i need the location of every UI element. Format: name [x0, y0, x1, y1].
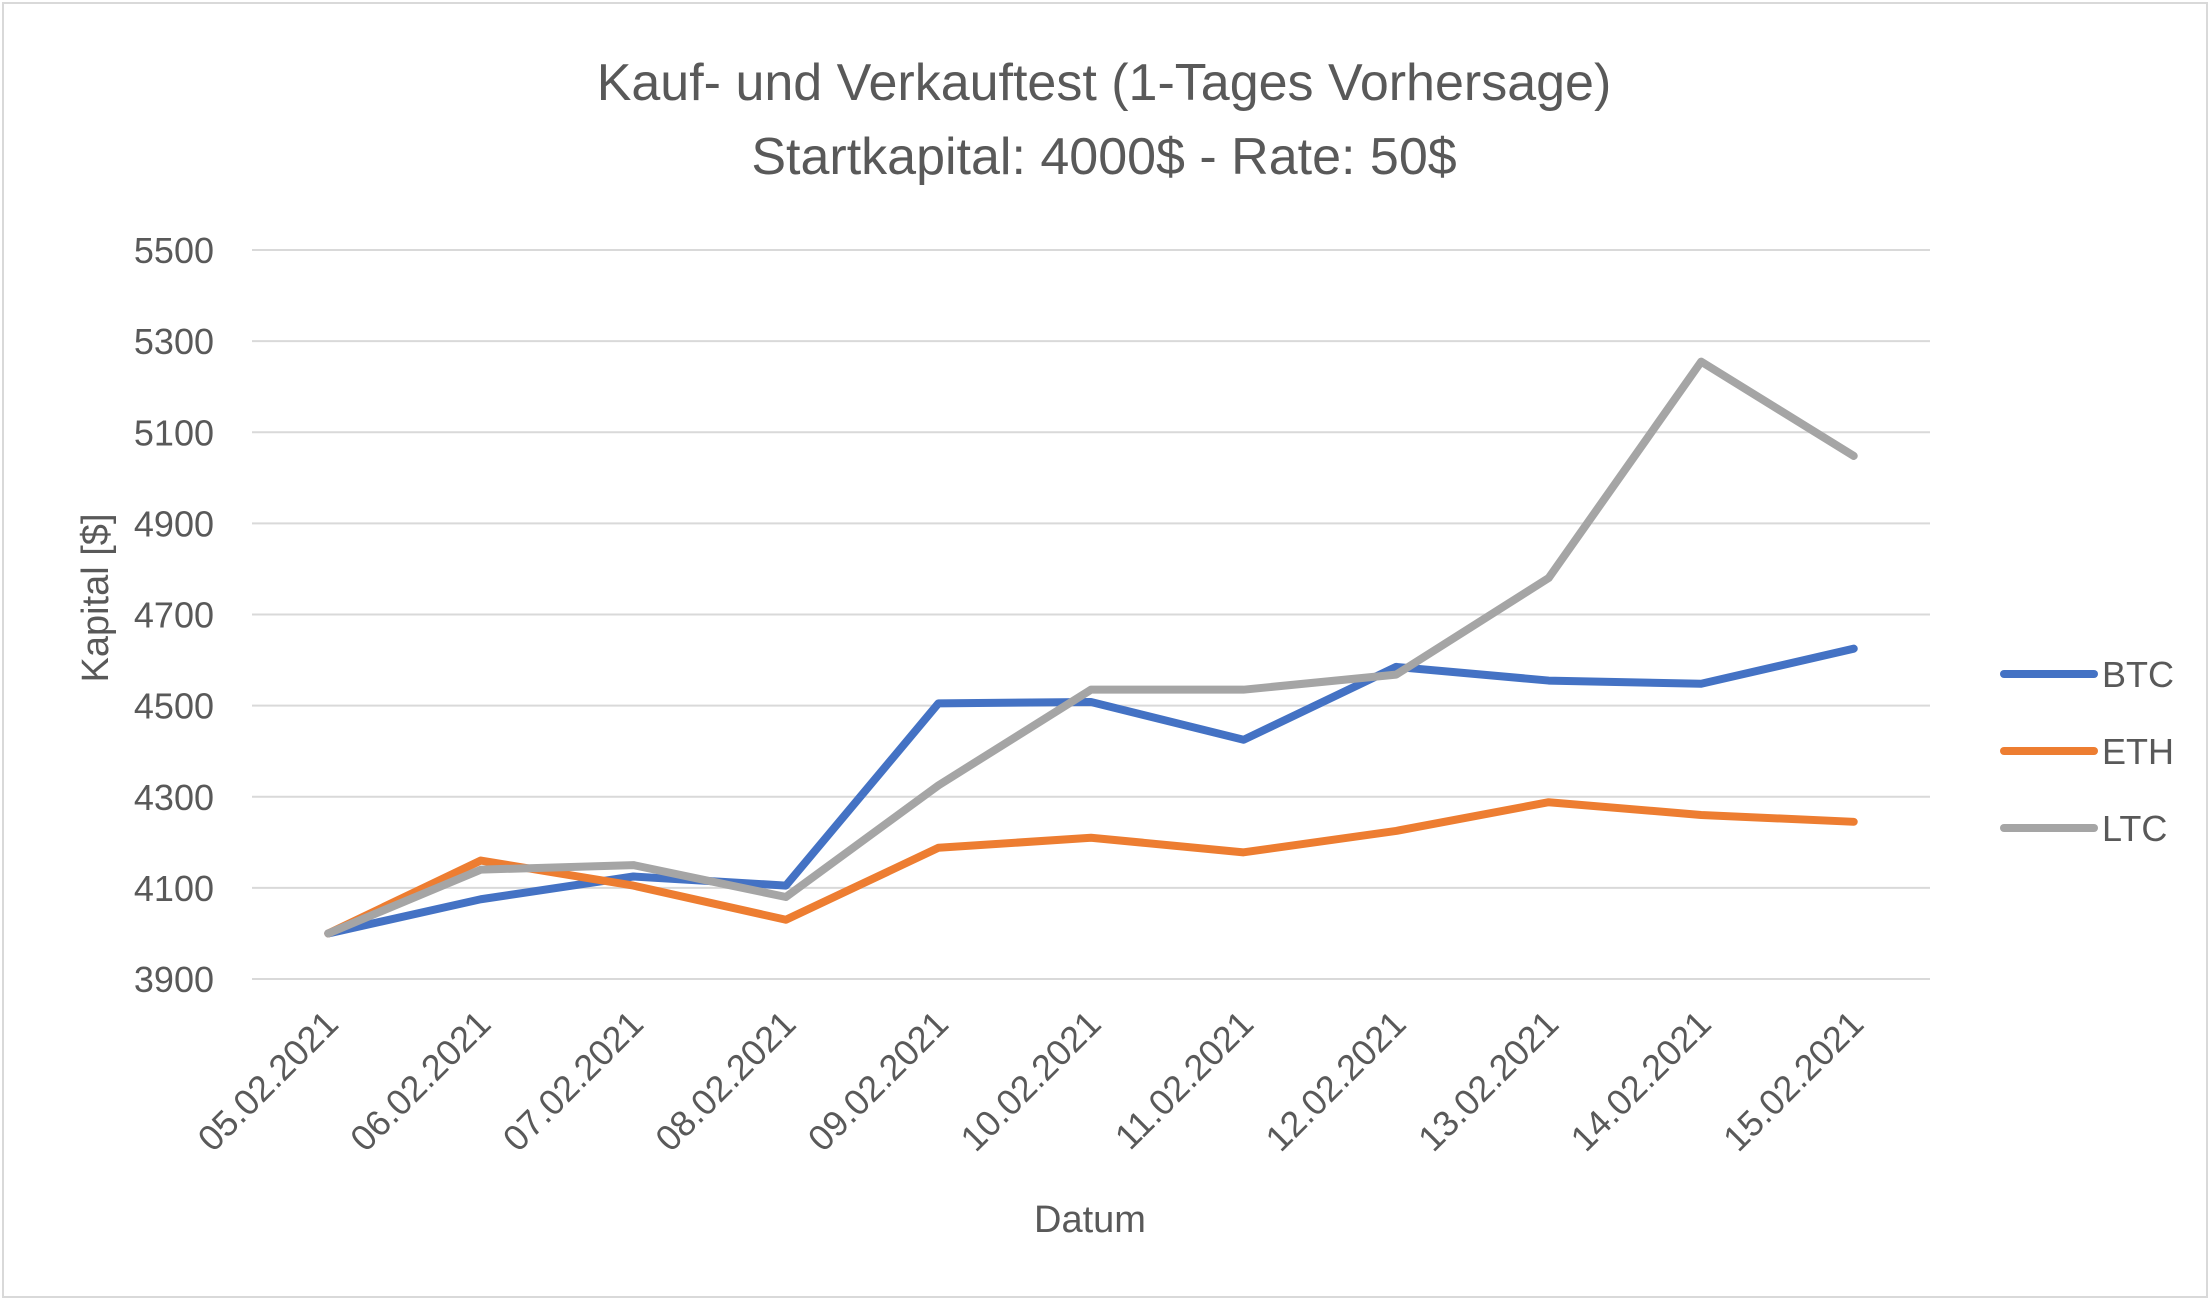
series-line-btc	[324, 644, 1858, 938]
y-tick-label: 4500	[134, 686, 214, 727]
legend-label-btc: BTC	[2102, 654, 2174, 695]
y-tick-label: 5100	[134, 412, 214, 453]
x-tick-label: 14.02.2021	[1562, 1003, 1718, 1159]
x-tick-label: 12.02.2021	[1257, 1003, 1413, 1159]
x-tick-label: 08.02.2021	[647, 1003, 803, 1159]
y-tick-label: 4300	[134, 777, 214, 818]
y-tick-label: 4700	[134, 595, 214, 636]
legend-label-ltc: LTC	[2102, 808, 2167, 849]
y-tick-label: 4100	[134, 868, 214, 909]
y-tick-label: 4900	[134, 503, 214, 544]
y-tick-label: 5300	[134, 321, 214, 362]
legend: BTC ETH LTC	[2000, 654, 2174, 849]
x-tick-label: 06.02.2021	[342, 1003, 498, 1159]
chart-title: Kauf- und Verkauftest (1-Tages Vorhersag…	[597, 54, 1612, 112]
y-axis-ticks: 3900 4100 4300 4500 4700 4900 5100 5300 5500	[134, 230, 214, 1000]
x-tick-label: 09.02.2021	[800, 1003, 956, 1159]
line-chart: Kauf- und Verkauftest (1-Tages Vorhersag…	[75, 54, 2174, 1241]
series-lines	[324, 357, 1858, 938]
x-tick-label: 13.02.2021	[1410, 1003, 1566, 1159]
x-tick-label: 07.02.2021	[495, 1003, 651, 1159]
x-axis-label: Datum	[1034, 1199, 1146, 1241]
series-line-eth	[324, 798, 1858, 938]
legend-label-eth: ETH	[2102, 731, 2174, 772]
x-tick-label: 05.02.2021	[190, 1003, 346, 1159]
y-tick-label: 5500	[134, 230, 214, 271]
x-axis-ticks: 05.02.202106.02.202107.02.202108.02.2021…	[190, 1003, 1872, 1159]
y-axis-label: Kapital [$]	[75, 514, 117, 683]
chart-subtitle: Startkapital: 4000$ - Rate: 50$	[751, 128, 1456, 186]
x-tick-label: 15.02.2021	[1715, 1003, 1871, 1159]
x-tick-label: 10.02.2021	[952, 1003, 1108, 1159]
series-line-ltc	[324, 357, 1858, 938]
x-tick-label: 11.02.2021	[1107, 1003, 1262, 1158]
y-tick-label: 3900	[134, 959, 214, 1000]
